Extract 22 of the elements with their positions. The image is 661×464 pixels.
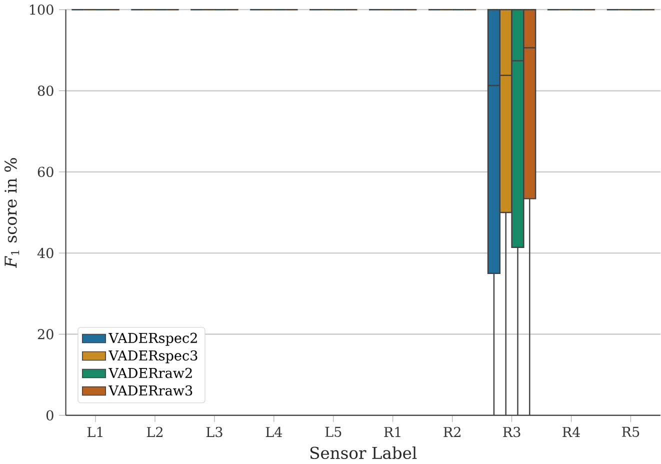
legend-label: VADERraw3 [108, 386, 192, 396]
legend-label: VADERspec2 [108, 333, 197, 346]
x-tick-label: L3 [206, 427, 222, 438]
x-tick-label: R5 [622, 427, 640, 438]
y-tick-label: 20 [38, 329, 54, 340]
y-tick-label: 60 [38, 166, 54, 178]
x-tick-label: L1 [87, 427, 102, 438]
x-tick-label: L5 [325, 427, 342, 438]
y-tick-label: 0 [46, 410, 54, 421]
y-tick-label: 100 [30, 4, 54, 15]
y-axis-title: F$_{1}$ score in % [4, 158, 20, 268]
x-tick-label: R1 [384, 427, 400, 438]
legend-label: VADERspec3 [108, 350, 198, 364]
x-tick-label: R4 [562, 427, 580, 438]
y-tick-label: 40 [37, 248, 54, 258]
x-axis-title: Sensor Label [310, 446, 417, 460]
legend-label: VADERraw2 [108, 368, 192, 378]
x-tick-label: L2 [146, 427, 162, 438]
x-tick-label: L4 [266, 427, 282, 438]
x-tick-label: R3 [503, 427, 520, 438]
x-tick-label: R2 [444, 427, 460, 438]
y-tick-label: 80 [38, 86, 54, 96]
